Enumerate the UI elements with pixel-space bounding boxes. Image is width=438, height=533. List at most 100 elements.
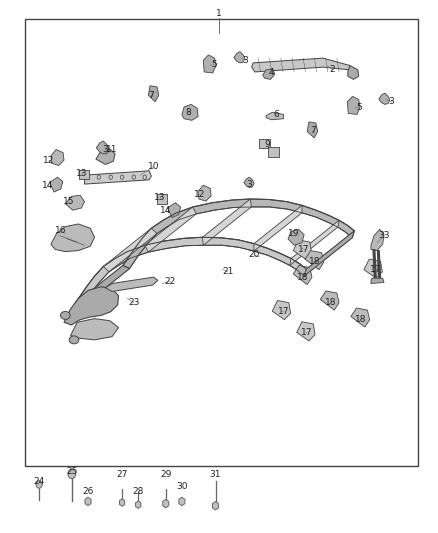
Polygon shape [221,238,239,246]
Polygon shape [71,319,119,340]
Polygon shape [103,228,157,272]
Polygon shape [85,497,91,506]
Polygon shape [307,122,318,138]
Polygon shape [288,229,304,245]
Polygon shape [65,195,85,210]
Polygon shape [51,224,95,252]
Text: 12: 12 [194,190,205,199]
Text: 4: 4 [268,68,274,77]
Polygon shape [167,203,180,217]
Polygon shape [254,244,268,255]
Polygon shape [182,104,198,120]
Polygon shape [86,276,95,294]
Text: 1: 1 [216,10,222,19]
Text: 18: 18 [355,315,367,324]
Text: 10: 10 [148,162,159,171]
Text: 16: 16 [55,226,67,235]
Text: 7: 7 [310,126,316,135]
Text: 12: 12 [43,156,54,165]
Polygon shape [164,238,184,247]
Ellipse shape [69,336,79,344]
Polygon shape [281,254,291,265]
Text: 5: 5 [211,60,217,69]
Polygon shape [347,96,360,115]
Bar [259,139,270,149]
Polygon shape [348,66,359,79]
Text: 7: 7 [148,91,154,100]
Text: 21: 21 [222,268,233,276]
Text: 19: 19 [288,229,300,238]
Polygon shape [300,264,306,276]
Polygon shape [96,149,115,165]
Polygon shape [234,52,245,63]
Polygon shape [106,277,158,292]
Polygon shape [103,259,115,273]
Text: 3: 3 [389,97,394,106]
Polygon shape [95,266,103,282]
Text: 13: 13 [76,169,87,178]
Polygon shape [297,322,315,341]
Text: 14: 14 [160,206,171,215]
Polygon shape [304,231,354,276]
Text: 22: 22 [165,277,176,286]
Polygon shape [162,499,169,508]
Polygon shape [254,205,302,251]
Polygon shape [148,86,159,102]
Polygon shape [320,291,339,310]
Text: 17: 17 [300,328,312,337]
Polygon shape [371,278,384,284]
Text: 29: 29 [160,471,171,479]
Text: 18: 18 [297,273,309,281]
Text: 3: 3 [247,180,252,189]
Text: 20: 20 [248,251,260,260]
Text: 15: 15 [63,197,74,206]
Polygon shape [115,252,127,265]
Polygon shape [239,240,254,250]
Polygon shape [145,241,164,252]
Polygon shape [75,288,86,310]
Bar [268,148,279,157]
Bar [157,194,166,204]
Polygon shape [184,237,202,245]
Text: 17: 17 [370,265,381,273]
Text: 23: 23 [128,298,140,307]
Text: 28: 28 [133,487,144,496]
Polygon shape [379,93,390,104]
Text: 3: 3 [242,56,248,64]
Text: 14: 14 [42,181,53,190]
Circle shape [36,481,42,488]
Polygon shape [290,220,339,265]
Polygon shape [351,308,370,327]
Text: 26: 26 [82,487,94,496]
Ellipse shape [60,311,70,319]
Text: 11: 11 [106,145,118,154]
Polygon shape [64,287,119,325]
Polygon shape [371,229,384,251]
Polygon shape [202,237,221,244]
Polygon shape [96,141,109,154]
Text: 30: 30 [176,482,187,491]
Polygon shape [203,55,216,73]
Polygon shape [49,177,63,192]
Text: 18: 18 [325,298,336,307]
Polygon shape [291,259,300,270]
Polygon shape [266,112,284,120]
Polygon shape [75,265,130,307]
Polygon shape [272,301,290,320]
Polygon shape [127,245,145,258]
Polygon shape [123,199,354,269]
Text: 27: 27 [117,471,128,479]
Polygon shape [145,207,196,252]
Text: 3: 3 [102,145,108,154]
Text: 31: 31 [210,471,221,479]
Polygon shape [244,177,254,188]
Polygon shape [198,185,211,201]
Text: 9: 9 [264,140,270,149]
Polygon shape [120,499,125,506]
Polygon shape [75,237,306,307]
Polygon shape [51,150,64,165]
Polygon shape [304,231,354,276]
Polygon shape [85,171,151,184]
Polygon shape [293,265,312,285]
Polygon shape [202,199,251,245]
